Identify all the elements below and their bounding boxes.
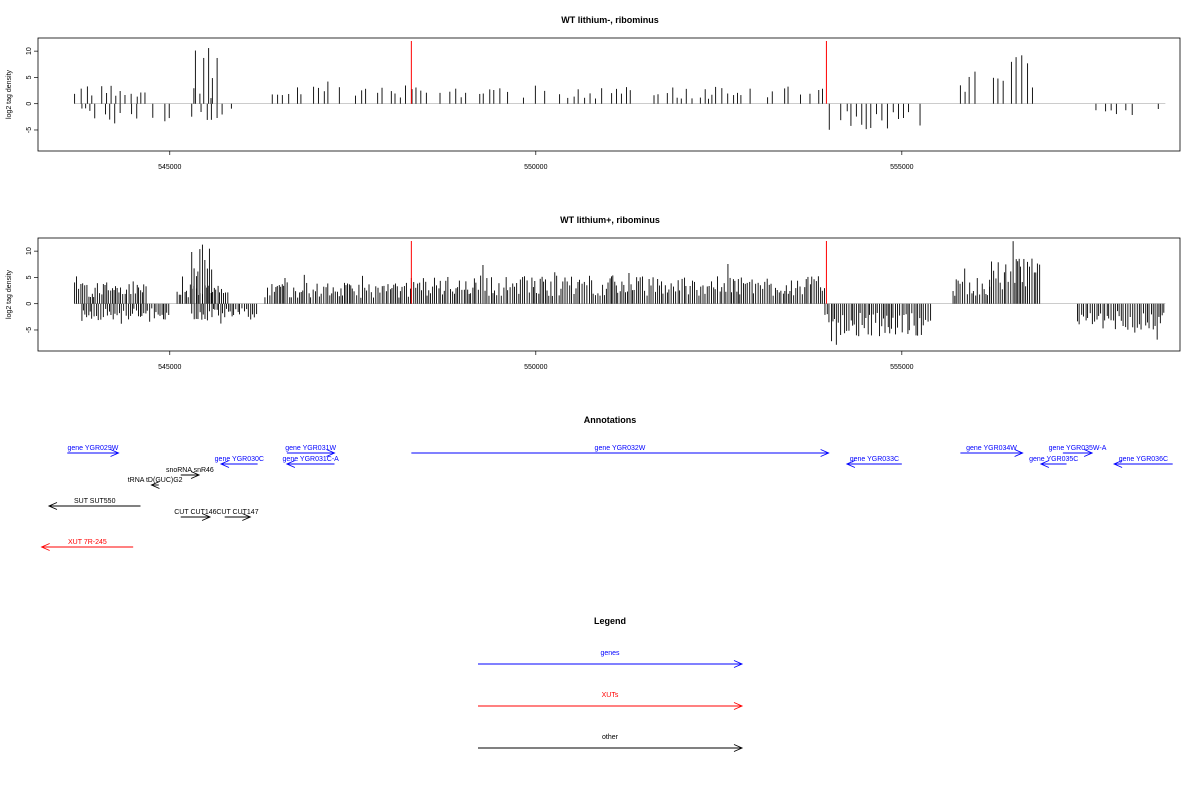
feature-label: gene YGR036C xyxy=(1119,456,1168,463)
y-tick-label: -5 xyxy=(26,327,33,333)
arrow-head xyxy=(845,460,856,468)
panel-title: WT lithium+, ribominus xyxy=(560,215,660,225)
x-tick-label: 555000 xyxy=(890,164,913,171)
density-bars xyxy=(74,48,1159,130)
annotation-feature: gene YGR029W xyxy=(67,445,120,457)
arrow-head xyxy=(110,449,120,457)
y-tick-label: 5 xyxy=(26,75,33,79)
arrow-head xyxy=(47,502,58,510)
feature-label: tRNA tD(GUC)G2 xyxy=(128,477,183,484)
feature-label: CUT CUT147 xyxy=(216,509,258,516)
density-bars xyxy=(74,241,1165,345)
annotation-feature: gene YGR030C xyxy=(215,456,264,468)
feature-label: XUT 7R-245 xyxy=(68,539,107,546)
annotation-feature: gene YGR035C xyxy=(1029,456,1078,468)
arrow-head xyxy=(733,660,744,668)
feature-label: gene YGR029W xyxy=(67,445,118,452)
legend-entry: genes xyxy=(478,650,744,668)
x-tick-label: 550000 xyxy=(524,164,547,171)
plot-frame xyxy=(37,237,1181,352)
feature-label: gene YGR035C xyxy=(1029,456,1078,463)
feature-label: CUT CUT146 xyxy=(174,509,216,516)
y-axis-label: log2 tag density xyxy=(6,269,13,319)
density-panel-2: WT lithium+, ribominus log2 tag density -5… xyxy=(6,215,1181,371)
density-panels: WT lithium-, ribominus log2 tag density -5… xyxy=(6,15,1181,371)
annotation-feature: gene YGR033C xyxy=(845,456,902,468)
x-tick-label: 545000 xyxy=(158,164,181,171)
x-tick-label: 545000 xyxy=(158,364,181,371)
arrow-head xyxy=(1083,449,1094,457)
legend-label: genes xyxy=(600,650,620,657)
feature-label: SUT SUT550 xyxy=(74,498,116,505)
y-axis-label: log2 tag density xyxy=(6,69,13,119)
arrow-head xyxy=(733,744,744,752)
annotation-feature: gene YGR035W-A xyxy=(1049,445,1107,457)
legend-entry: XUTs xyxy=(478,692,744,710)
plot-frame xyxy=(37,37,1181,152)
legend-label: other xyxy=(602,734,619,741)
feature-label: gene YGR033C xyxy=(850,456,899,463)
annotation-feature: gene YGR032W xyxy=(411,445,830,457)
annotation-feature: tRNA tD(GUC)G2 xyxy=(128,477,183,489)
y-tick-label: -5 xyxy=(26,127,33,133)
arrow-head xyxy=(326,449,336,457)
panel-title: WT lithium-, ribominus xyxy=(561,15,659,25)
arrow-head xyxy=(40,543,50,551)
annotation-feature: gene YGR031C-A xyxy=(283,456,340,468)
feature-label: gene YGR034W xyxy=(966,445,1017,452)
arrow-head xyxy=(219,460,230,468)
y-tick-label: 0 xyxy=(26,102,33,106)
feature-label: gene YGR031C-A xyxy=(283,456,340,463)
feature-label: snoRNA snR46 xyxy=(166,467,214,474)
annotation-feature: CUT CUT147 xyxy=(216,509,259,521)
annotation-feature: gene YGR034W xyxy=(960,445,1024,457)
arrow-head xyxy=(242,513,252,521)
legend-entry: other xyxy=(478,734,744,752)
arrow-head xyxy=(820,449,830,457)
arrow-head xyxy=(1112,460,1123,468)
feature-label: gene YGR030C xyxy=(215,456,264,463)
annotation-feature: gene YGR036C xyxy=(1112,456,1173,468)
y-tick-label: 5 xyxy=(26,275,33,279)
annotation-feature: snoRNA snR46 xyxy=(166,467,214,479)
annotation-feature: SUT SUT550 xyxy=(47,498,141,510)
arrow-head xyxy=(190,471,201,479)
legend-label: XUTs xyxy=(602,692,619,699)
feature-label: gene YGR035W-A xyxy=(1049,445,1107,452)
density-panel-1: WT lithium-, ribominus log2 tag density -5… xyxy=(6,15,1181,171)
arrow-head xyxy=(733,702,744,710)
x-tick-label: 555000 xyxy=(890,364,913,371)
annotation-feature: CUT CUT146 xyxy=(174,509,217,521)
feature-label: gene YGR032W xyxy=(595,445,646,452)
arrow-head xyxy=(1014,449,1024,457)
y-tick-label: 10 xyxy=(26,247,33,255)
annotations-track: Annotations gene YGR029W gene YGR030C gene… xyxy=(40,415,1173,551)
arrow-head xyxy=(1039,460,1050,468)
legend-title: Legend xyxy=(594,616,626,626)
arrow-head xyxy=(285,460,296,468)
feature-label: gene YGR031W xyxy=(285,445,336,452)
arrow-head xyxy=(150,481,160,489)
y-tick-label: 0 xyxy=(26,302,33,306)
arrow-head xyxy=(201,513,212,521)
legend: Legend genes XUTs other xyxy=(478,616,744,752)
y-tick-label: 10 xyxy=(26,47,33,55)
annotation-feature: gene YGR031W xyxy=(285,445,336,457)
annotation-feature: XUT 7R-245 xyxy=(40,539,134,551)
annotations-title: Annotations xyxy=(584,415,637,425)
x-tick-label: 550000 xyxy=(524,364,547,371)
